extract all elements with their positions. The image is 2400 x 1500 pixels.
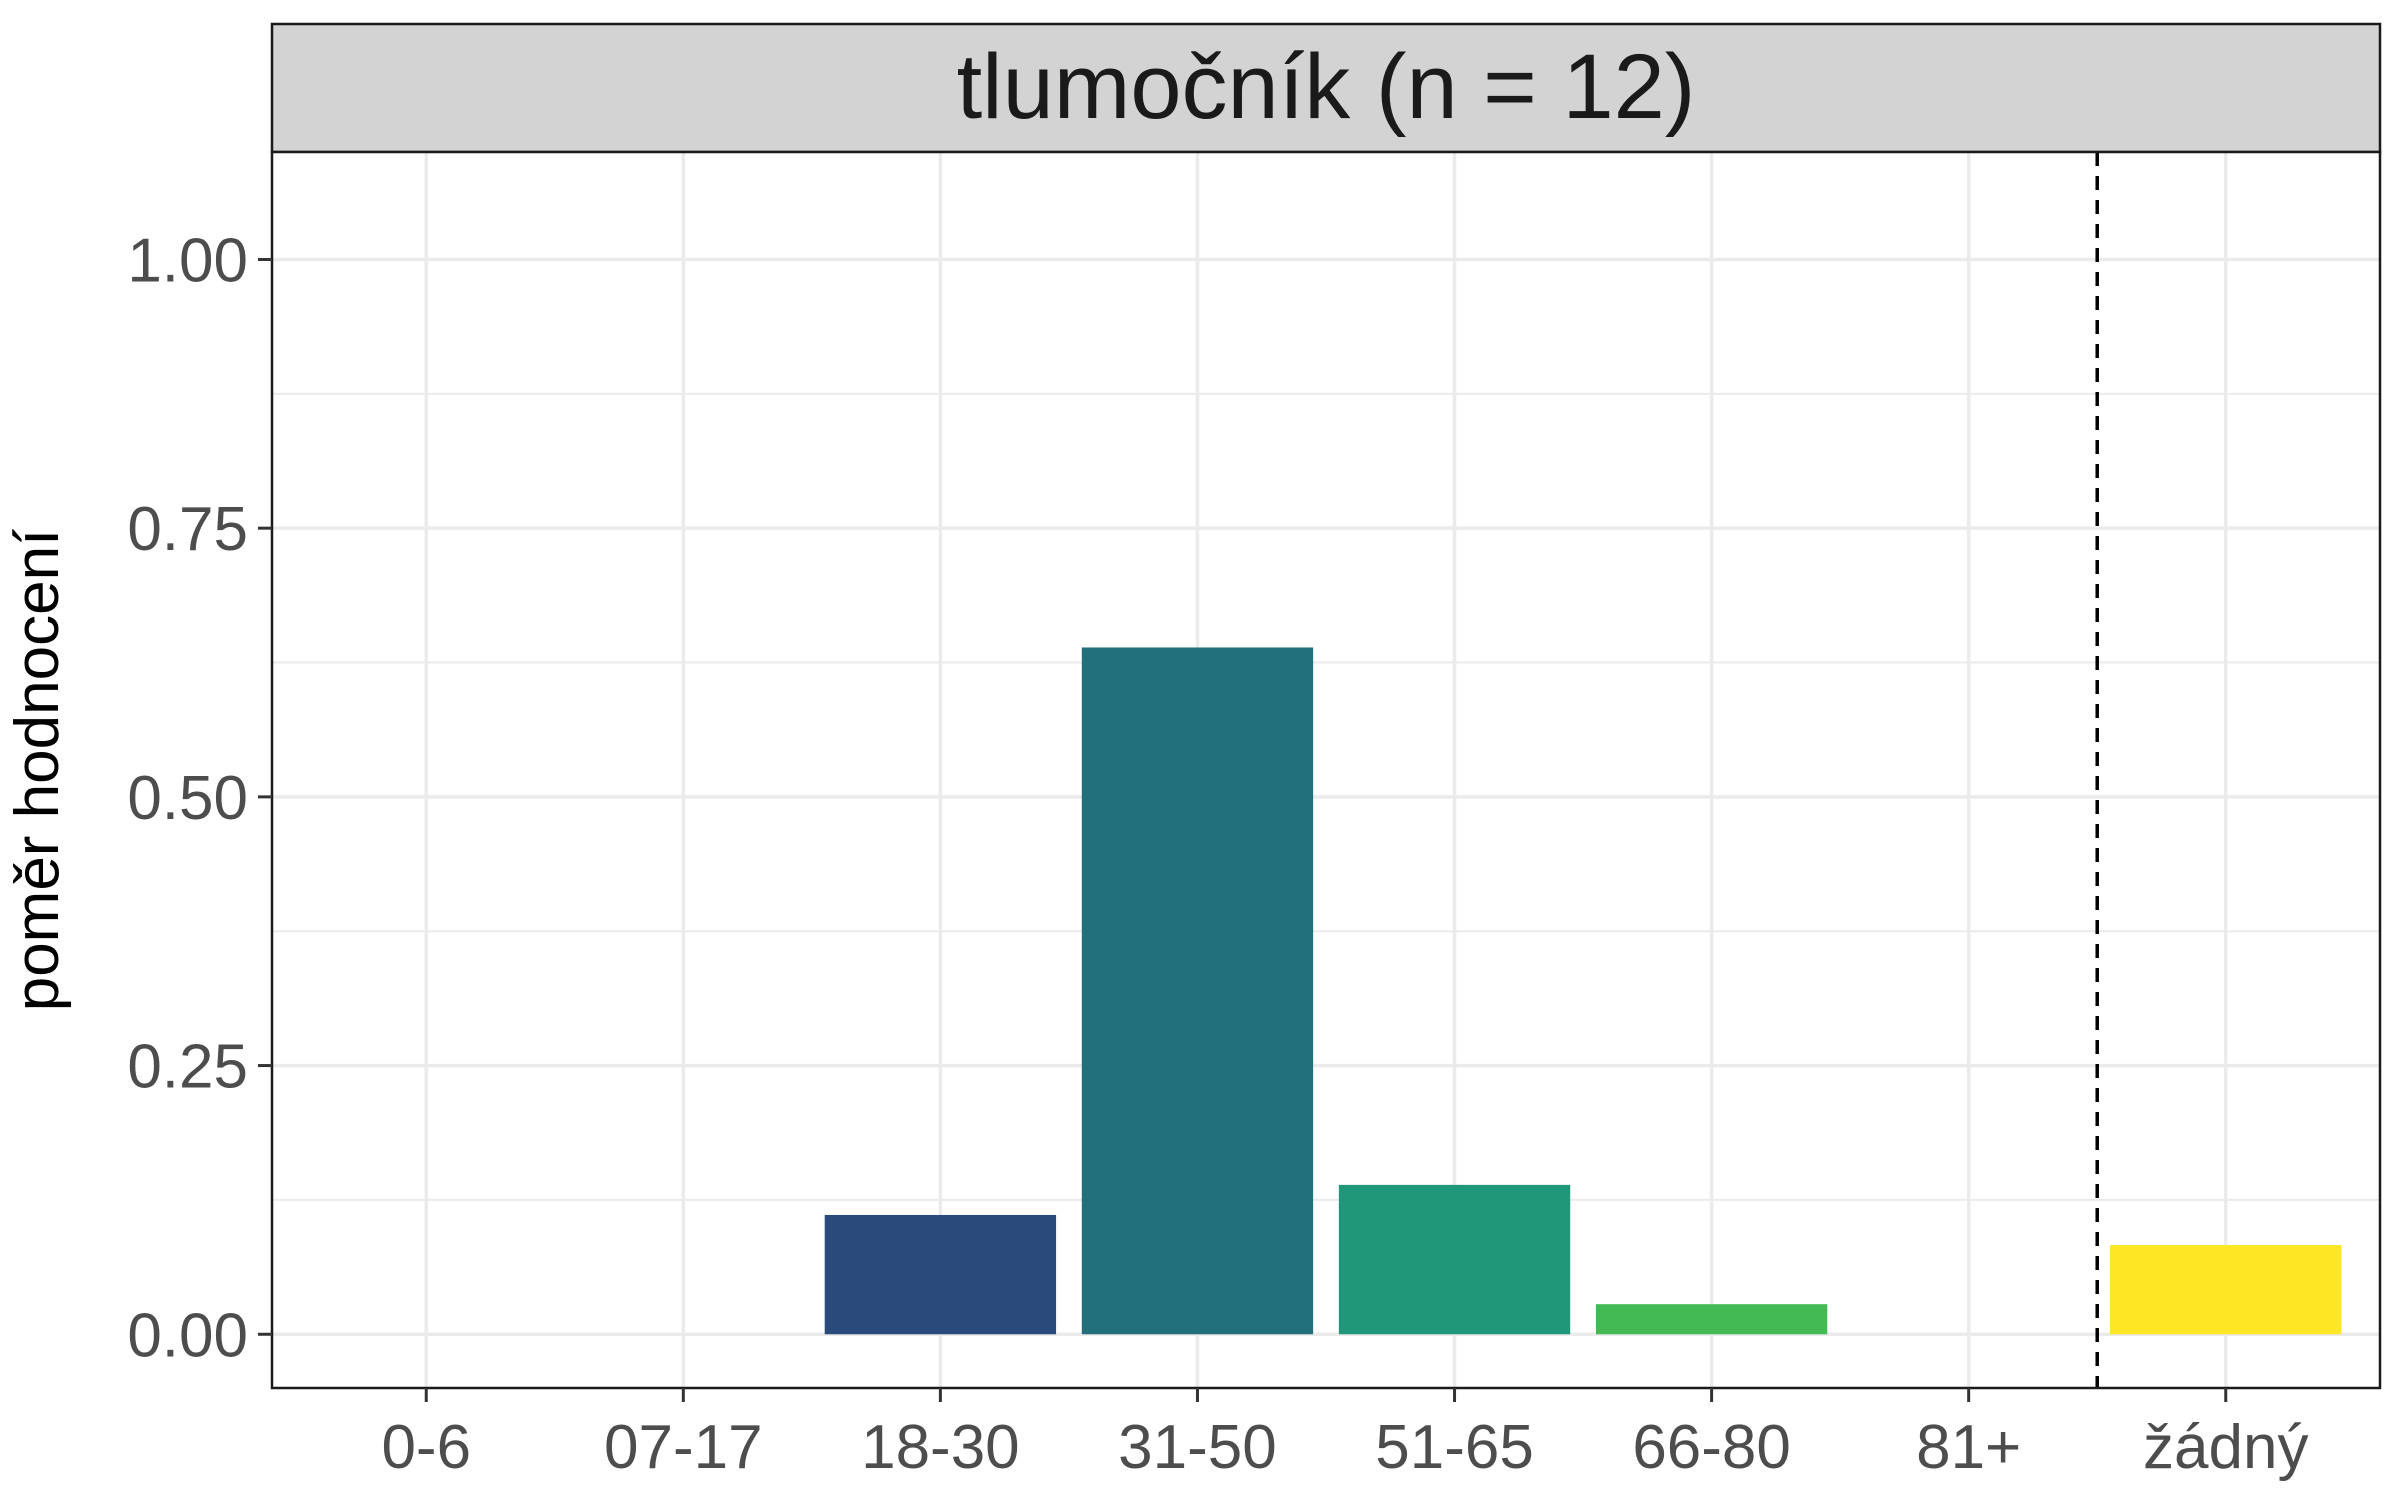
facet-title: tlumočník (n = 12)	[957, 36, 1696, 138]
x-tick-label: 0-6	[381, 1413, 471, 1482]
grid	[272, 152, 2380, 1388]
y-axis-title: poměr hodnocení	[3, 529, 72, 1012]
x-tick-label: 18-30	[861, 1413, 1020, 1482]
plot-panel	[272, 152, 2380, 1388]
facet-strip	[270, 22, 2382, 154]
y-tick-label: 0.25	[127, 1033, 248, 1102]
x-tick-label: žádný	[2143, 1413, 2308, 1482]
x-tick-label: 81+	[1916, 1413, 2021, 1482]
bar-66-80	[1595, 1304, 1828, 1335]
y-tick-label: 0.75	[127, 495, 248, 564]
x-axis: 0-6 07-17 18-30 31-50 51-65 66-80 81+ žádný	[381, 1388, 2308, 1482]
bar-18-30	[824, 1214, 1057, 1335]
plot-border	[270, 150, 2382, 1390]
x-tick-label: 51-65	[1375, 1413, 1534, 1482]
x-tick-label: 07-17	[604, 1413, 763, 1482]
y-axis: 0.00 0.25 0.50 0.75 1.00	[127, 226, 272, 1370]
x-tick-label: 31-50	[1118, 1413, 1277, 1482]
y-tick-label: 0.50	[127, 764, 248, 833]
bar-31-50	[1081, 647, 1314, 1335]
y-tick-label: 0.00	[127, 1301, 248, 1370]
x-tick-label: 66-80	[1632, 1413, 1791, 1482]
bar-žádný	[2110, 1245, 2342, 1335]
bars	[824, 647, 2342, 1335]
y-tick-label: 1.00	[127, 226, 248, 295]
bar-51-65	[1338, 1184, 1571, 1335]
